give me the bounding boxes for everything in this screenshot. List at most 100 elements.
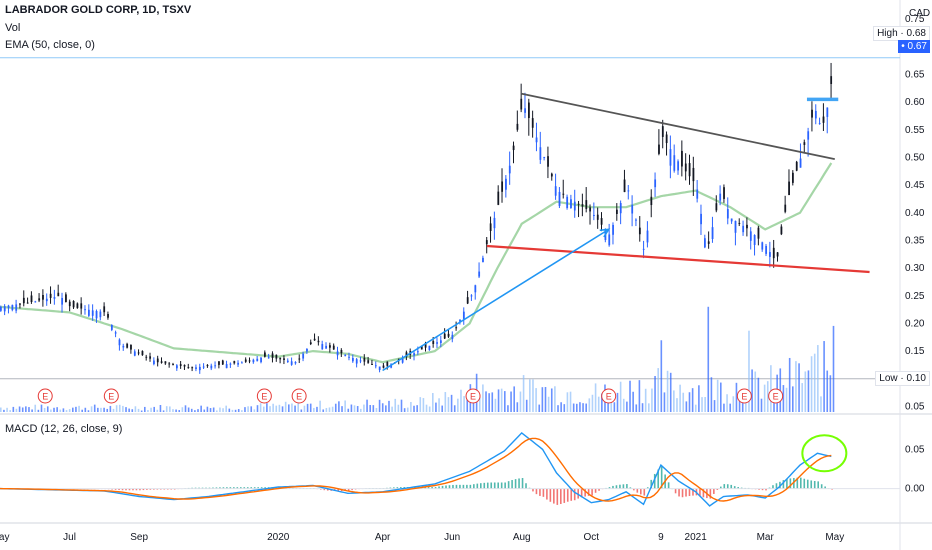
volume-bar [341,406,343,412]
macd-histogram-bar [726,484,729,489]
volume-bar [707,306,710,412]
y-tick-label: 0.40 [905,208,925,219]
candle-body [325,345,328,349]
volume-bar [541,387,544,412]
volume-bar [635,404,638,412]
macd-histogram-bar [789,478,792,489]
volume-bar [97,407,99,412]
volume-bar [259,403,262,412]
macd-histogram-bar [511,480,513,489]
volume-bar [441,405,443,412]
high-price-badge: High · 0.68 [873,26,930,41]
candle-body [799,158,802,168]
macd-histogram-bar [525,483,527,489]
volume-bar [488,393,490,412]
earnings-marker [37,388,53,404]
earnings-marker [103,388,119,404]
candle-body [684,163,687,172]
volume-bar [460,389,462,412]
macd-histogram-bar [796,477,799,489]
volume-bar [638,380,641,412]
y-tick-label: 0.55 [905,125,925,136]
volume-bar [250,406,253,412]
candle-body [432,341,435,344]
volume-bar [34,404,37,412]
candle-body [332,345,335,350]
macd-histogram-bar [633,488,635,491]
volume-bar [68,409,71,412]
macd-histogram-bar [563,488,566,503]
volume-bar [723,403,725,412]
volume-bar [651,388,653,412]
macd-histogram-bar [598,488,600,491]
macd-histogram-bar [459,484,461,489]
candle-body [198,366,201,371]
volume-bar [801,383,803,412]
volume-bar [741,400,744,412]
volume-bar [435,402,437,412]
macd-histogram-bar [820,484,823,489]
volume-bar [297,402,299,412]
candle-body [214,365,217,367]
candle-body [30,295,33,302]
volume-bar [557,405,559,412]
candle-body [80,303,83,309]
volume-bar [37,409,40,412]
candle-body [623,179,626,193]
macd-tick-label: 0.05 [905,444,925,455]
volume-bar [197,409,199,412]
earnings-marker-letter: E [108,392,114,402]
y-tick-label: 0.15 [905,346,925,357]
volume-bar [428,406,431,412]
volume-bar [241,410,243,412]
macd-histogram-bar [786,478,788,489]
volume-bar [137,408,140,412]
macd-histogram-bar [469,484,472,489]
candle-body [76,303,79,308]
volume-bar [694,404,697,412]
candle-body [264,352,266,357]
volume-bar [165,406,168,412]
macd-histogram-bar [462,484,465,489]
volume-bar [256,405,259,412]
y-tick-label: 0.25 [905,291,925,302]
candle-body [753,235,756,245]
volume-bar [622,398,625,412]
volume-bar [12,406,15,412]
volume-bar [209,408,212,412]
macd-histogram-bar [813,480,816,489]
volume-bar [763,384,766,412]
macd-histogram-bar [824,486,826,489]
volume-bar [325,407,328,412]
volume-bar [550,388,553,412]
macd-histogram-bar [549,488,552,502]
candle-body [176,365,178,369]
volume-bar [237,409,240,412]
macd-histogram-bar [448,485,451,489]
macd-histogram-bar [389,487,392,489]
candle-body [241,362,243,364]
volume-bar [18,406,21,412]
earnings-marker [768,388,784,404]
volume-bar [150,407,152,412]
candle-body [61,297,64,305]
volume-bar [447,397,450,412]
candle-body [516,123,519,130]
low-price-badge: Low · 0.10 [875,371,930,386]
candle-body [792,172,794,183]
macd-histogram-bar [720,486,722,489]
candle-body [7,305,10,309]
volume-bar [529,379,531,412]
candle-body [665,134,668,144]
candle-body [229,363,232,365]
macd-histogram-bar [643,488,646,496]
volume-bar [522,375,525,412]
macd-histogram-bar [546,488,548,500]
macd-histogram-bar [114,488,117,490]
candle-body [156,358,159,363]
macd-histogram-bar [219,487,221,489]
candle-body [237,362,240,365]
macd-histogram-bar [650,479,653,489]
